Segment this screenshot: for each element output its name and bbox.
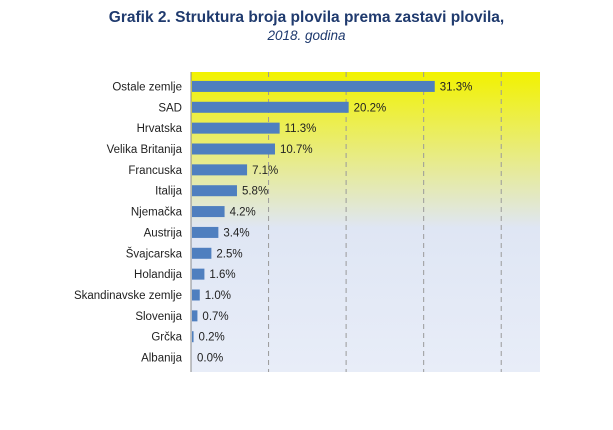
chart-title-line1: Grafik 2. Struktura broja plovila prema … bbox=[108, 9, 505, 26]
value-label: 1.0% bbox=[205, 290, 231, 302]
category-label: Švajcarska bbox=[126, 247, 183, 260]
value-label: 5.8% bbox=[242, 186, 268, 198]
value-label: 1.6% bbox=[209, 269, 235, 281]
value-label: 31.3% bbox=[440, 81, 473, 93]
category-label: Albanija bbox=[141, 353, 183, 365]
value-label: 0.2% bbox=[199, 332, 225, 344]
bar bbox=[192, 226, 219, 238]
bar bbox=[192, 80, 435, 92]
value-label: 2.5% bbox=[216, 248, 242, 260]
category-label: Slovenija bbox=[135, 311, 182, 323]
value-label: 0.0% bbox=[197, 353, 223, 365]
bar bbox=[192, 143, 275, 155]
category-label: Holandija bbox=[134, 269, 183, 281]
bar bbox=[192, 268, 205, 280]
bar bbox=[192, 289, 200, 301]
bar bbox=[192, 310, 198, 322]
labels: Ostale zemlje 31.3% SAD 20.2% Hrvatska 11.3% V… bbox=[74, 81, 472, 364]
bar bbox=[192, 122, 280, 134]
plot-background bbox=[191, 72, 540, 372]
chart-title-line2: 2018. godina bbox=[267, 28, 346, 43]
bar bbox=[192, 331, 194, 343]
category-label: SAD bbox=[158, 102, 182, 114]
bar bbox=[192, 164, 248, 176]
value-label: 7.1% bbox=[252, 165, 278, 177]
bar bbox=[192, 247, 212, 259]
category-label: Velika Britanija bbox=[107, 144, 183, 156]
bar bbox=[192, 206, 225, 218]
category-label: Austrija bbox=[144, 227, 183, 239]
value-label: 0.7% bbox=[202, 311, 228, 323]
bar bbox=[192, 185, 237, 197]
value-label: 10.7% bbox=[280, 144, 313, 156]
category-label: Skandinavske zemlje bbox=[74, 290, 182, 302]
gridlines bbox=[268, 72, 502, 372]
chart-title: Grafik 2. Struktura broja plovila prema … bbox=[0, 8, 613, 45]
category-label: Francuska bbox=[128, 165, 182, 177]
category-label: Hrvatska bbox=[137, 123, 183, 135]
value-label: 4.2% bbox=[230, 207, 256, 219]
category-label: Ostale zemlje bbox=[112, 81, 182, 93]
category-label: Njemačka bbox=[131, 207, 183, 219]
category-label: Grčka bbox=[151, 332, 182, 344]
bar bbox=[192, 101, 349, 113]
value-label: 11.3% bbox=[285, 123, 317, 135]
category-label: Italija bbox=[155, 186, 182, 198]
value-label: 20.2% bbox=[354, 102, 387, 114]
bars bbox=[192, 80, 435, 343]
value-label: 3.4% bbox=[223, 227, 249, 239]
